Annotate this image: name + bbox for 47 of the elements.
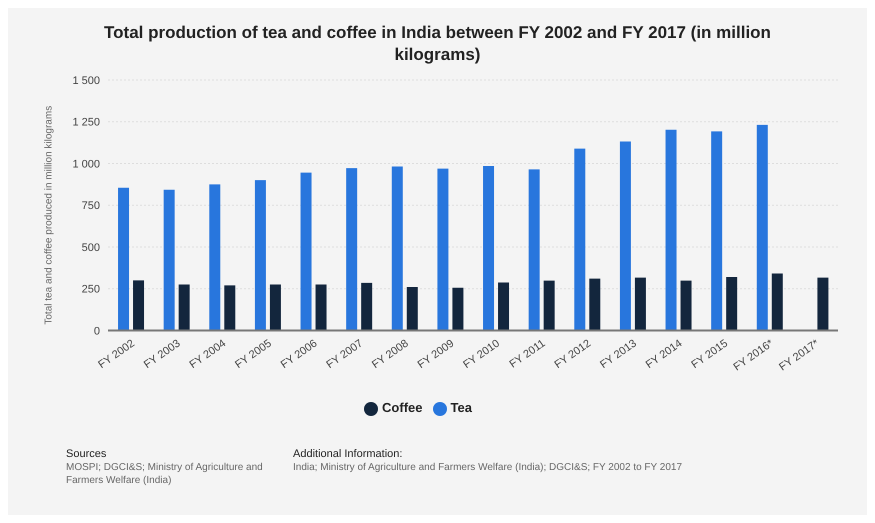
- bar: [406, 287, 418, 330]
- bar: [528, 169, 540, 330]
- bar: [254, 180, 266, 330]
- bar: [133, 280, 144, 330]
- x-tick-label: FY 2011: [508, 337, 548, 371]
- bar: [772, 274, 783, 330]
- bar: [817, 278, 828, 330]
- y-tick-label: 1 000: [72, 158, 100, 170]
- y-tick-label: 1 500: [72, 74, 100, 87]
- bar: [756, 124, 768, 330]
- bar: [392, 166, 403, 330]
- bar: [726, 277, 738, 330]
- bar: [544, 280, 555, 330]
- y-tick-label: 1 250: [72, 116, 100, 129]
- y-tick-label: 0: [94, 325, 100, 338]
- chart-title: Total production of tea and coffee in India between FY 2002 and FY 2017 (in million kilograms): [103, 22, 772, 66]
- text: Additional Information:: [293, 448, 404, 461]
- legend-label: Tea: [450, 400, 472, 416]
- bar: [300, 172, 312, 330]
- bar: [346, 168, 358, 330]
- bar: [316, 284, 327, 330]
- bar: [118, 188, 130, 330]
- bar: [666, 130, 677, 330]
- bar: [498, 282, 510, 330]
- bar: [209, 184, 220, 330]
- text: India; Ministry of Agriculture and Farmers Welfare (India); DGCI&S; FY 2002 to FY 2017: [293, 461, 684, 474]
- bar: [574, 148, 586, 330]
- bar: [164, 190, 175, 330]
- bar: [589, 278, 600, 330]
- y-tick-label: 500: [82, 242, 100, 254]
- bar: [620, 141, 631, 330]
- bar: [711, 131, 722, 330]
- bar: [680, 280, 692, 330]
- bar: [361, 282, 372, 330]
- bar: [452, 288, 464, 330]
- text: MOSPI; DGCI&S; Ministry of Agriculture and Farmers Welfare (India): [66, 461, 264, 487]
- legend-label: Coffee: [382, 400, 422, 416]
- bar: [224, 285, 236, 330]
- y-tick-label: 750: [82, 200, 100, 212]
- bar: [270, 284, 281, 330]
- text: Sources: [66, 448, 108, 461]
- y-axis-title: Total tea and coffee produced in million kilograms: [44, 106, 55, 325]
- bar: [483, 166, 494, 330]
- bar: [178, 284, 190, 330]
- bar: [634, 278, 646, 330]
- bar: [437, 168, 448, 330]
- y-tick-label: 250: [82, 284, 100, 296]
